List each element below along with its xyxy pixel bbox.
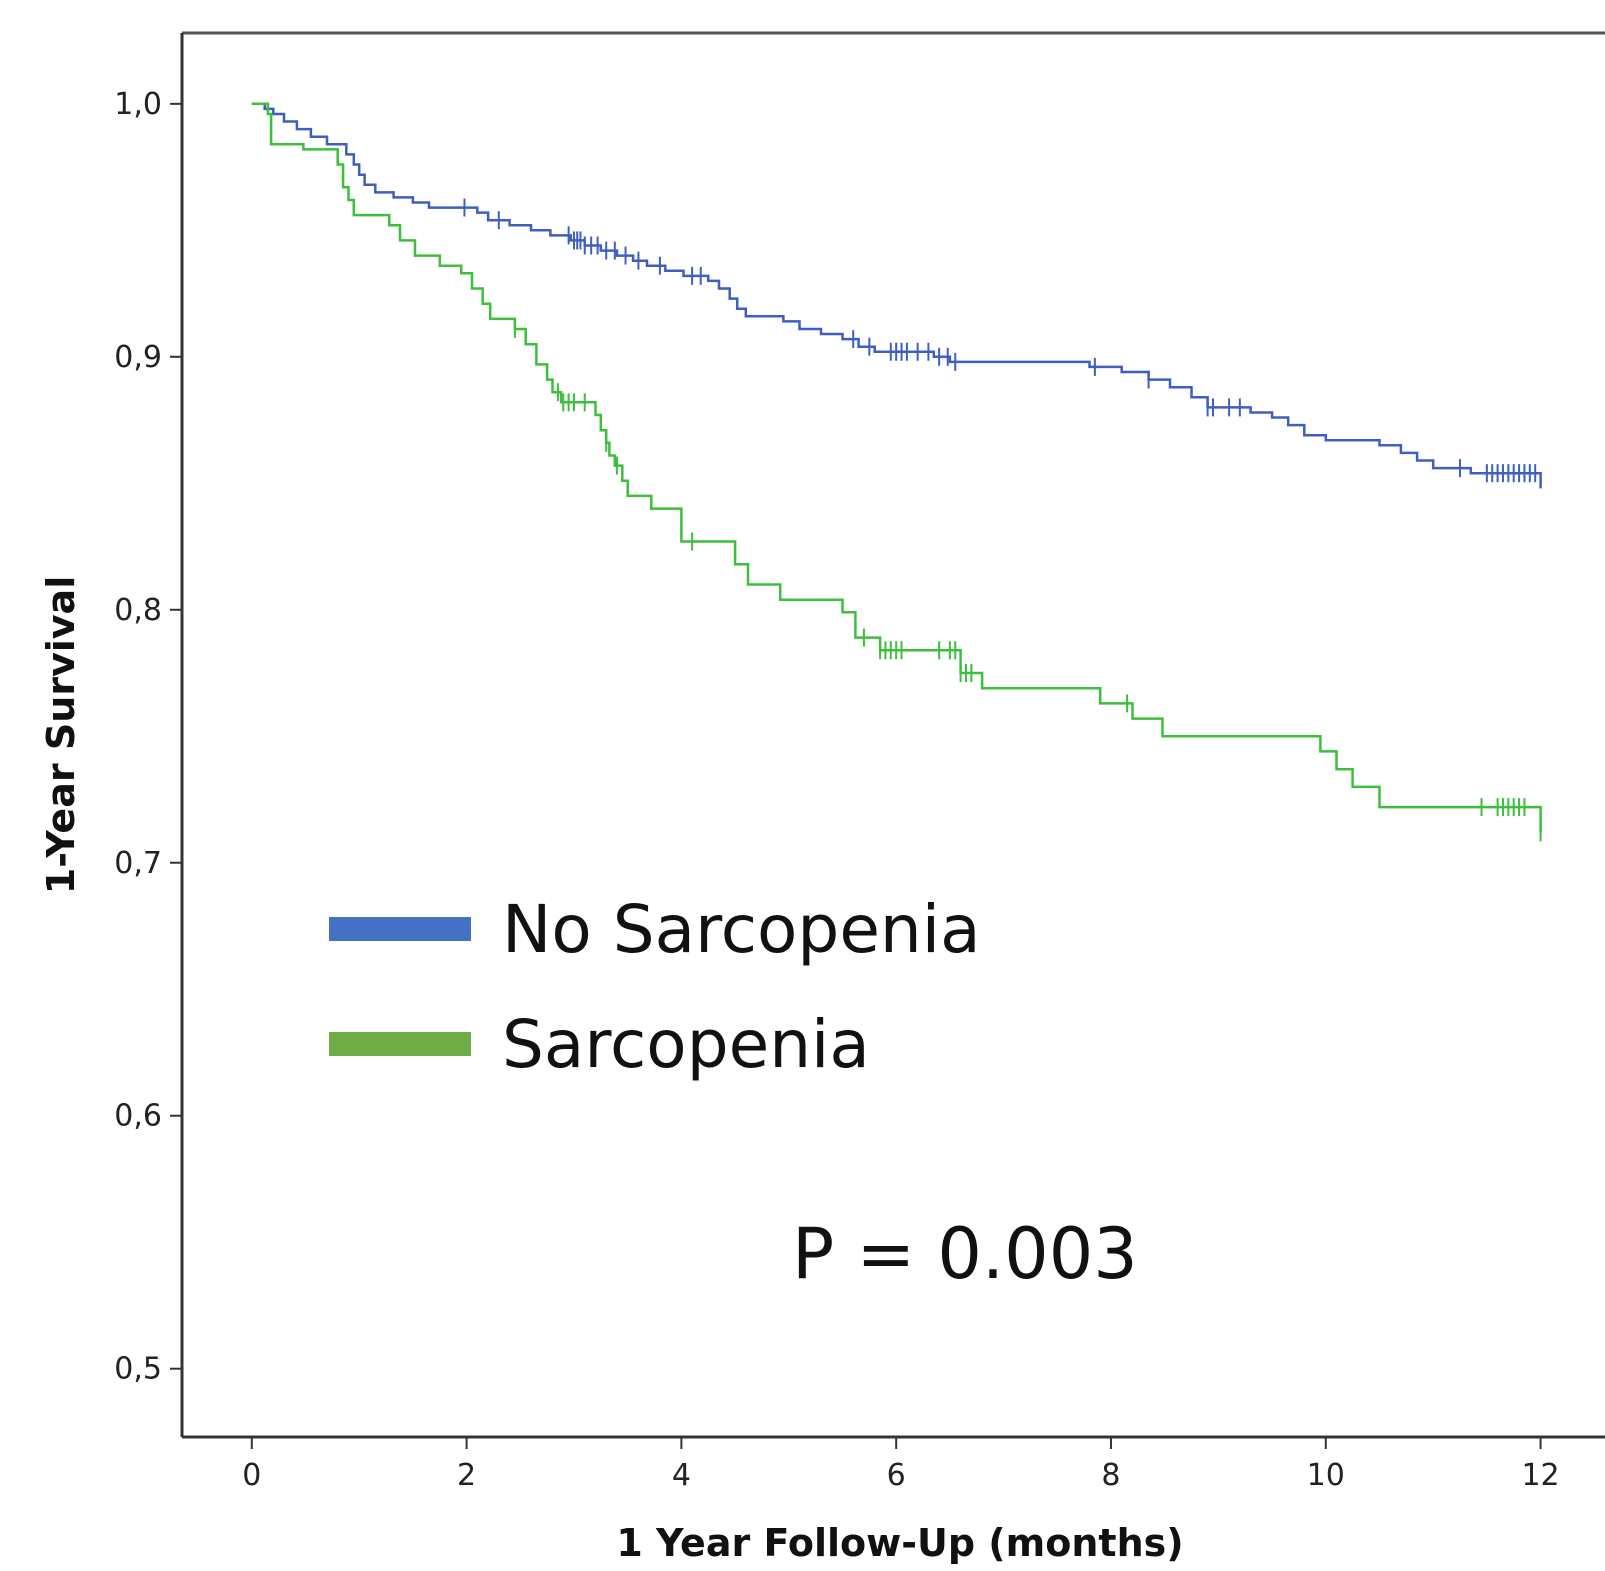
y-ticks: 0,5 0,6 0,7 0,8 0,9 1,0 [114,87,182,1387]
x-tick-label: 12 [1521,1458,1559,1493]
y-tick-label: 0,5 [114,1352,162,1387]
legend-swatch-sarcopenia [329,1032,471,1056]
legend: No Sarcopenia Sarcopenia [329,891,981,1083]
x-tick-label: 0 [242,1458,261,1493]
p-value-annotation: P = 0.003 [792,1213,1138,1295]
x-tick-label: 8 [1101,1458,1120,1493]
x-axis-title: 1 Year Follow-Up (months) [616,1521,1183,1565]
legend-swatch-no-sarcopenia [329,917,471,941]
y-tick-label: 1,0 [114,87,162,122]
x-ticks: 0 2 4 6 8 10 12 [242,1437,1560,1493]
x-tick-label: 2 [457,1458,476,1493]
y-tick-label: 0,9 [114,340,162,375]
y-axis-title: 1-Year Survival [39,576,83,894]
x-tick-label: 4 [672,1458,691,1493]
y-tick-label: 0,8 [114,593,162,628]
legend-label-no-sarcopenia: No Sarcopenia [502,891,981,968]
series-layer [251,102,1542,842]
y-tick-label: 0,7 [114,846,162,881]
series-line-sarcopenia [251,102,1542,833]
x-tick-label: 6 [887,1458,906,1493]
y-tick-label: 0,6 [114,1099,162,1134]
series-line-no-sarcopenia [251,102,1542,489]
x-tick-label: 10 [1307,1458,1345,1493]
axes [180,31,1605,1439]
legend-label-sarcopenia: Sarcopenia [502,1006,870,1083]
